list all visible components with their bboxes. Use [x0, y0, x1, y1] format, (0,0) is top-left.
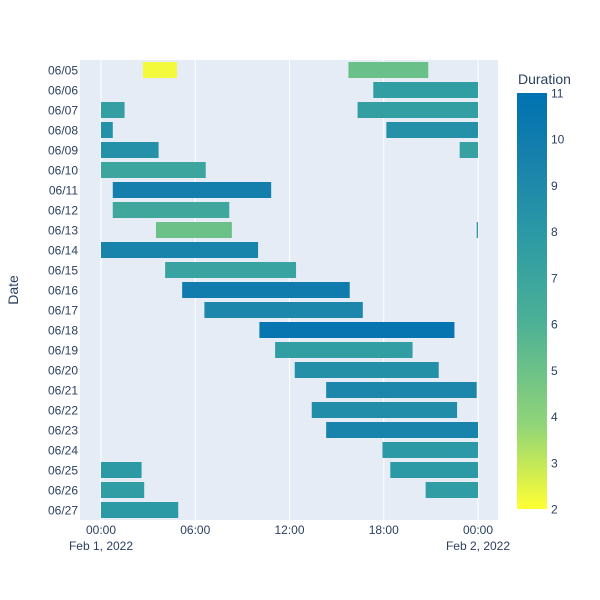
colorbar-tick-labels: 2 3 4 5 6 7 8 9 10 11 — [551, 87, 565, 517]
y-tick-label: 06/05 — [48, 64, 78, 78]
colorbar-tick-label: 11 — [551, 87, 564, 101]
x-tick-date-label: Feb 1, 2022 — [69, 539, 133, 553]
y-tick-label: 06/08 — [48, 124, 78, 138]
bar-06-26 — [425, 482, 478, 498]
y-tick-label: 06/18 — [48, 324, 78, 338]
bar-06-05 — [348, 62, 429, 78]
y-tick-label: 06/21 — [48, 384, 78, 398]
bar-06-06 — [373, 82, 478, 98]
y-tick-label: 06/13 — [48, 224, 78, 238]
y-axis-title: Date — [5, 275, 21, 305]
x-tick-label: 12:00 — [274, 523, 304, 537]
y-tick-label: 06/27 — [48, 504, 78, 518]
colorbar-tick-label: 3 — [551, 456, 558, 470]
bar-06-05 — [142, 62, 177, 78]
bar-06-25 — [101, 462, 142, 478]
y-tick-label: 06/20 — [48, 364, 78, 378]
bar-06-24 — [382, 442, 478, 458]
bar-06-07 — [101, 102, 125, 118]
colorbar-tick-label: 7 — [551, 271, 558, 285]
bar-06-09 — [101, 142, 159, 158]
y-tick-label: 06/15 — [48, 264, 78, 278]
y-tick-label: 06/14 — [48, 244, 78, 258]
bar-06-22 — [311, 402, 458, 418]
colorbar-tick-label: 4 — [551, 410, 558, 424]
bar-06-07 — [357, 102, 478, 118]
bar-06-09 — [459, 142, 478, 158]
bar-06-18 — [259, 322, 455, 338]
colorbar-tick-label: 8 — [551, 225, 558, 239]
colorbar-tick-label: 5 — [551, 364, 558, 378]
x-tick-label: 06:00 — [180, 523, 210, 537]
y-tick-label: 06/06 — [48, 84, 78, 98]
y-tick-label: 06/23 — [48, 424, 78, 438]
x-tick-label: 00:00 — [86, 523, 116, 537]
x-tick-label: 00:00 — [463, 523, 493, 537]
bar-06-13 — [155, 222, 232, 238]
bar-06-08 — [101, 122, 113, 138]
y-tick-label: 06/25 — [48, 464, 78, 478]
bar-06-17 — [204, 302, 363, 318]
x-tick-labels: 00:00 Feb 1, 2022 06:00 12:00 18:00 00:00 Feb … — [69, 523, 510, 553]
colorbar: Duration 2 3 4 5 6 7 8 9 10 11 — [517, 71, 571, 517]
bar-06-20 — [294, 362, 439, 378]
bar-06-26 — [101, 482, 145, 498]
bar-06-23 — [326, 422, 478, 438]
colorbar-tick-label: 6 — [551, 318, 558, 332]
bar-06-14 — [101, 242, 259, 258]
colorbar-tick-label: 2 — [551, 503, 558, 517]
y-tick-labels: 06/05 06/06 06/07 06/08 06/09 06/10 06/11 06/12… — [48, 64, 78, 518]
bar-06-10 — [101, 162, 206, 178]
y-tick-label: 06/10 — [48, 164, 78, 178]
colorbar-scale — [517, 93, 547, 509]
y-tick-label: 06/11 — [49, 184, 78, 198]
y-tick-label: 06/09 — [48, 144, 78, 158]
y-tick-label: 06/12 — [48, 204, 78, 218]
y-tick-label: 06/17 — [48, 304, 78, 318]
bar-06-21 — [326, 382, 477, 398]
y-tick-label: 06/22 — [48, 404, 78, 418]
bar-06-11 — [112, 182, 272, 198]
colorbar-tick-label: 10 — [551, 133, 565, 147]
bar-06-16 — [182, 282, 350, 298]
bar-06-27 — [101, 502, 179, 518]
y-tick-label: 06/19 — [48, 344, 78, 358]
bar-06-19 — [275, 342, 413, 358]
bar-06-12 — [112, 202, 230, 218]
bar-06-15 — [165, 262, 297, 278]
colorbar-title: Duration — [518, 71, 571, 87]
bar-06-08 — [386, 122, 478, 138]
colorbar-tick-label: 9 — [551, 179, 558, 193]
x-tick-label: 18:00 — [369, 523, 399, 537]
bar-06-25 — [390, 462, 478, 478]
y-tick-label: 06/07 — [48, 104, 78, 118]
y-tick-label: 06/24 — [48, 444, 78, 458]
x-tick-date-label: Feb 2, 2022 — [446, 539, 510, 553]
bars — [101, 62, 478, 518]
y-tick-label: 06/16 — [48, 284, 78, 298]
bar-06-13 — [476, 222, 478, 238]
y-tick-label: 06/26 — [48, 484, 78, 498]
